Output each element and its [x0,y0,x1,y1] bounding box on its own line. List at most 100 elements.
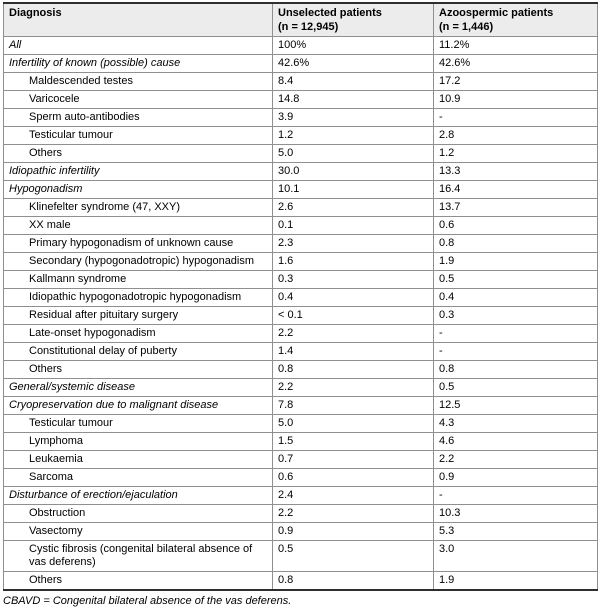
unselected-value-cell: 14.8 [272,90,434,109]
unselected-value-cell: 0.8 [272,571,434,591]
diagnosis-cell: Constitutional delay of puberty [3,342,273,361]
header-row: Diagnosis Unselected patients (n = 12,94… [3,2,598,37]
azoospermic-value-cell: 0.5 [433,378,598,397]
table-row: Hypogonadism 10.1 16.4 [3,180,598,199]
table-row: Varicocele 14.8 10.9 [3,90,598,109]
diagnosis-cell: Sarcoma [3,468,273,487]
diagnosis-cell: Idiopathic hypogonadotropic hypogonadism [3,288,273,307]
table-row: Idiopathic infertility 30.0 13.3 [3,162,598,181]
unselected-value-cell: < 0.1 [272,306,434,325]
diagnosis-cell: Infertility of known (possible) cause [3,54,273,73]
diagnosis-cell: Hypogonadism [3,180,273,199]
azoospermic-value-cell: 1.2 [433,144,598,163]
unselected-value-cell: 2.2 [272,324,434,343]
diagnosis-table: Diagnosis Unselected patients (n = 12,94… [3,2,598,591]
diagnosis-cell: Kallmann syndrome [3,270,273,289]
table-body: All 100% 11.2% Infertility of known (possib… [3,36,598,591]
unselected-value-cell: 1.2 [272,126,434,145]
table-row: Disturbance of erection/ejaculation 2.4- [3,486,598,505]
table-row: Late-onset hypogonadism 2.2- [3,324,598,343]
diagnosis-cell: Others [3,144,273,163]
unselected-value-cell: 0.8 [272,360,434,379]
unselected-value-cell: 3.9 [272,108,434,127]
header-diagnosis: Diagnosis [3,2,273,37]
azoospermic-value-cell: - [433,486,598,505]
unselected-value-cell: 0.1 [272,216,434,235]
azoospermic-value-cell: 0.8 [433,234,598,253]
azoospermic-value-cell: 0.5 [433,270,598,289]
table-row: Maldescended testes 8.4 17.2 [3,72,598,91]
table-row: Others 0.8 0.8 [3,360,598,379]
table-row: Kallmann syndrome 0.3 0.5 [3,270,598,289]
diagnosis-cell: Disturbance of erection/ejaculation [3,486,273,505]
unselected-value-cell: 1.6 [272,252,434,271]
unselected-value-cell: 2.6 [272,198,434,217]
table-row: Cystic fibrosis (congenital bilateral ab… [3,540,598,572]
azoospermic-value-cell: 0.6 [433,216,598,235]
table-row: Infertility of known (possible) cause 42.… [3,54,598,73]
azoospermic-value-cell: 2.2 [433,450,598,469]
diagnosis-cell: Others [3,571,273,591]
azoospermic-value-cell: 5.3 [433,522,598,541]
azoospermic-value-cell: 1.9 [433,252,598,271]
azoospermic-value-cell: 0.8 [433,360,598,379]
unselected-value-cell: 2.4 [272,486,434,505]
table-row: Lymphoma 1.5 4.6 [3,432,598,451]
table-row: Sarcoma 0.6 0.9 [3,468,598,487]
table-row: XX male 0.1 0.6 [3,216,598,235]
table-row: Obstruction 2.2 10.3 [3,504,598,523]
diagnosis-cell: Testicular tumour [3,126,273,145]
table-row: Others 0.8 1.9 [3,571,598,591]
diagnosis-cell: XX male [3,216,273,235]
diagnosis-cell: Cystic fibrosis (congenital bilateral ab… [3,540,273,572]
unselected-value-cell: 30.0 [272,162,434,181]
header-azoospermic: Azoospermic patients (n = 1,446) [433,2,598,37]
azoospermic-value-cell: 0.3 [433,306,598,325]
table-row: Klinefelter syndrome (47, XXY) 2.6 13.7 [3,198,598,217]
diagnosis-cell: Residual after pituitary surgery [3,306,273,325]
unselected-value-cell: 2.2 [272,504,434,523]
azoospermic-value-cell: 42.6% [433,54,598,73]
unselected-value-cell: 100% [272,36,434,55]
table-row: Leukaemia 0.7 2.2 [3,450,598,469]
unselected-value-cell: 7.8 [272,396,434,415]
table-row: Testicular tumour 1.2 2.8 [3,126,598,145]
azoospermic-value-cell: 1.9 [433,571,598,591]
header-unselected-n: (n = 12,945) [278,21,339,33]
azoospermic-value-cell: - [433,108,598,127]
diagnosis-cell: Varicocele [3,90,273,109]
table-row: Idiopathic hypogonadotropic hypogonadism… [3,288,598,307]
unselected-value-cell: 0.6 [272,468,434,487]
diagnosis-cell: Leukaemia [3,450,273,469]
azoospermic-value-cell: 10.3 [433,504,598,523]
unselected-value-cell: 0.7 [272,450,434,469]
diagnosis-cell: Testicular tumour [3,414,273,433]
diagnosis-cell: Lymphoma [3,432,273,451]
azoospermic-value-cell: 0.4 [433,288,598,307]
unselected-value-cell: 42.6% [272,54,434,73]
azoospermic-value-cell: 11.2% [433,36,598,55]
diagnosis-cell: Klinefelter syndrome (47, XXY) [3,198,273,217]
diagnosis-cell: Idiopathic infertility [3,162,273,181]
unselected-value-cell: 0.5 [272,540,434,572]
unselected-value-cell: 10.1 [272,180,434,199]
unselected-value-cell: 8.4 [272,72,434,91]
table-row: Testicular tumour 5.0 4.3 [3,414,598,433]
header-diagnosis-label: Diagnosis [9,7,62,19]
header-azoospermic-n: (n = 1,446) [439,21,494,33]
table-footnote: CBAVD = Congenital bilateral absence of … [3,595,292,607]
azoospermic-value-cell: - [433,324,598,343]
unselected-value-cell: 0.9 [272,522,434,541]
azoospermic-value-cell: 17.2 [433,72,598,91]
diagnosis-cell: Secondary (hypogonadotropic) hypogonadis… [3,252,273,271]
azoospermic-value-cell: 3.0 [433,540,598,572]
diagnosis-cell: All [3,36,273,55]
header-unselected-label: Unselected patients [278,7,382,19]
diagnosis-cell: Obstruction [3,504,273,523]
table-row: Others 5.0 1.2 [3,144,598,163]
table-row: General/systemic disease 2.2 0.5 [3,378,598,397]
table-row: All 100% 11.2% [3,36,598,55]
table-row: Residual after pituitary surgery < 0.1 0.3 [3,306,598,325]
azoospermic-value-cell: 0.9 [433,468,598,487]
table-row: Constitutional delay of puberty 1.4- [3,342,598,361]
